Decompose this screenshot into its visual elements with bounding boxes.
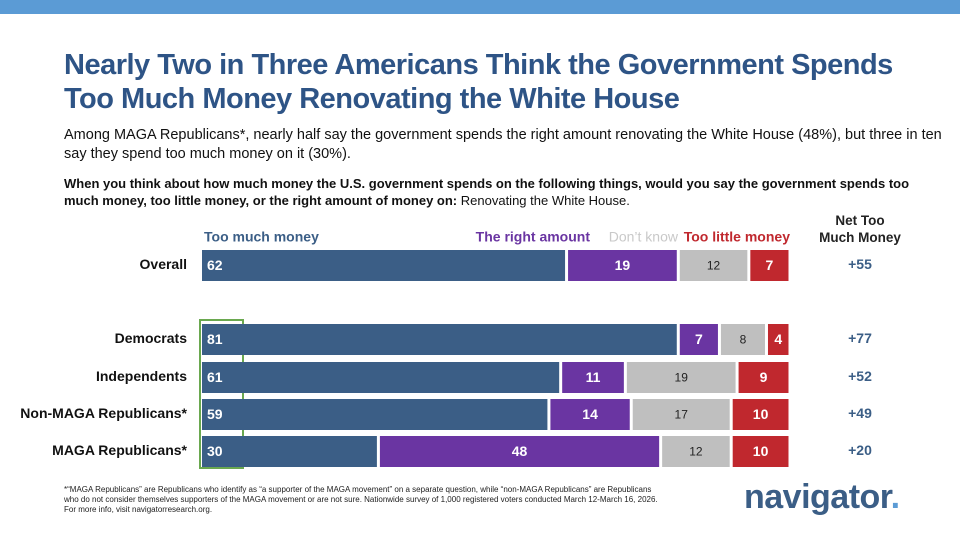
category-label: Democrats xyxy=(115,330,188,346)
value-label: 19 xyxy=(675,371,689,385)
bar-segment xyxy=(202,362,560,393)
title: Nearly Two in Three Americans Think the … xyxy=(64,49,893,115)
value-label: 81 xyxy=(207,331,223,347)
bar-segment xyxy=(550,399,630,430)
bar-segment xyxy=(626,362,736,393)
bar-segment xyxy=(767,324,789,355)
category-label: Overall xyxy=(140,256,187,272)
bar-segment xyxy=(568,250,677,281)
bar-segment xyxy=(732,436,789,467)
category-label: MAGA Republicans* xyxy=(52,442,187,458)
value-label: 61 xyxy=(207,369,223,385)
net-header: Net Too Much Money xyxy=(819,213,901,245)
category-label: Non-MAGA Republicans* xyxy=(20,405,187,421)
value-label: 9 xyxy=(760,369,768,385)
value-label: 48 xyxy=(512,443,528,459)
value-label: 12 xyxy=(689,445,703,459)
value-label: 19 xyxy=(615,257,631,273)
value-label: 14 xyxy=(582,406,598,422)
legend-label: Too little money xyxy=(684,229,791,245)
value-label: 62 xyxy=(207,257,223,273)
category-label: Independents xyxy=(96,368,187,384)
net-value: +49 xyxy=(848,405,872,421)
bar-segment xyxy=(732,399,789,430)
value-label: 8 xyxy=(740,333,747,347)
top-bar xyxy=(0,0,960,14)
value-label: 59 xyxy=(207,406,223,422)
value-label: 10 xyxy=(753,443,769,459)
bar-segment xyxy=(750,250,789,281)
bar-segment xyxy=(562,362,624,393)
bar-segment xyxy=(738,362,789,393)
value-label: 10 xyxy=(753,406,769,422)
legend-label: Too much money xyxy=(204,229,319,245)
value-label: 17 xyxy=(675,408,689,422)
bar-segment xyxy=(202,250,566,281)
footnote: *“MAGA Republicans” are Republicans who … xyxy=(64,485,658,514)
bar-segment xyxy=(202,399,548,430)
value-label: 11 xyxy=(586,369,601,385)
bar-segment xyxy=(202,324,677,355)
bar-segment xyxy=(202,436,377,467)
bar-segment xyxy=(662,436,730,467)
bar-segment xyxy=(679,324,718,355)
net-value: +20 xyxy=(848,442,872,458)
value-label: 30 xyxy=(207,443,223,459)
net-value: +52 xyxy=(848,368,872,384)
question: When you think about how much money the … xyxy=(64,175,944,209)
question-text: When you think about how much money the … xyxy=(64,176,910,208)
legend-label: Don’t know xyxy=(609,229,679,245)
logo-dot: . xyxy=(890,478,900,516)
subtitle: Among MAGA Republicans*, nearly half say… xyxy=(64,127,942,162)
bar-segment xyxy=(720,324,765,355)
value-label: 4 xyxy=(774,331,782,347)
question-item: Renovating the White House. xyxy=(460,193,630,208)
bar-segment xyxy=(379,436,660,467)
logo-text: navigator xyxy=(744,478,891,516)
value-label: 7 xyxy=(766,257,774,273)
net-value: +77 xyxy=(848,330,872,346)
net-value: +55 xyxy=(848,256,872,272)
bar-segment xyxy=(632,399,730,430)
highlight-box xyxy=(199,319,244,469)
bar-segment xyxy=(679,250,748,281)
value-label: 7 xyxy=(695,331,703,347)
logo: navigator. xyxy=(744,478,900,517)
value-label: 12 xyxy=(707,259,721,273)
legend-label: The right amount xyxy=(476,229,591,245)
